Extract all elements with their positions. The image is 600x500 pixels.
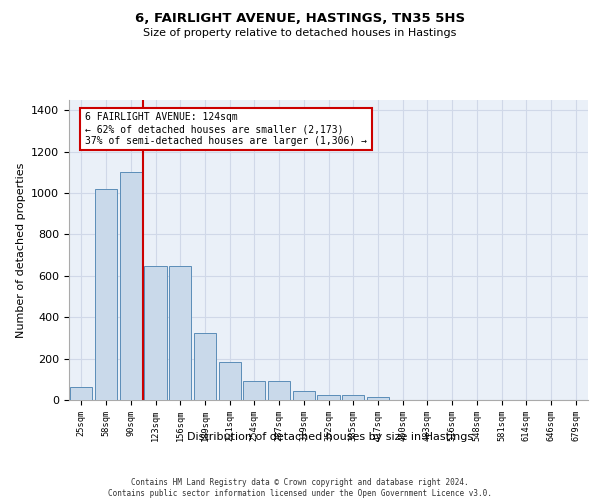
Text: Size of property relative to detached houses in Hastings: Size of property relative to detached ho… [143,28,457,38]
Text: 6, FAIRLIGHT AVENUE, HASTINGS, TN35 5HS: 6, FAIRLIGHT AVENUE, HASTINGS, TN35 5HS [135,12,465,26]
Bar [367,397,389,400]
Text: Contains HM Land Registry data © Crown copyright and database right 2024.
Contai: Contains HM Land Registry data © Crown c… [108,478,492,498]
Bar [243,382,265,400]
Bar [194,333,216,400]
Bar [218,362,241,400]
Bar [342,395,364,400]
Bar [119,172,142,400]
Text: Distribution of detached houses by size in Hastings: Distribution of detached houses by size … [187,432,473,442]
Bar [169,266,191,400]
Bar [95,189,117,400]
Bar [70,386,92,400]
Y-axis label: Number of detached properties: Number of detached properties [16,162,26,338]
Bar [268,382,290,400]
Bar [293,390,315,400]
Text: 6 FAIRLIGHT AVENUE: 124sqm
← 62% of detached houses are smaller (2,173)
37% of s: 6 FAIRLIGHT AVENUE: 124sqm ← 62% of deta… [85,112,367,146]
Bar [145,266,167,400]
Bar [317,395,340,400]
